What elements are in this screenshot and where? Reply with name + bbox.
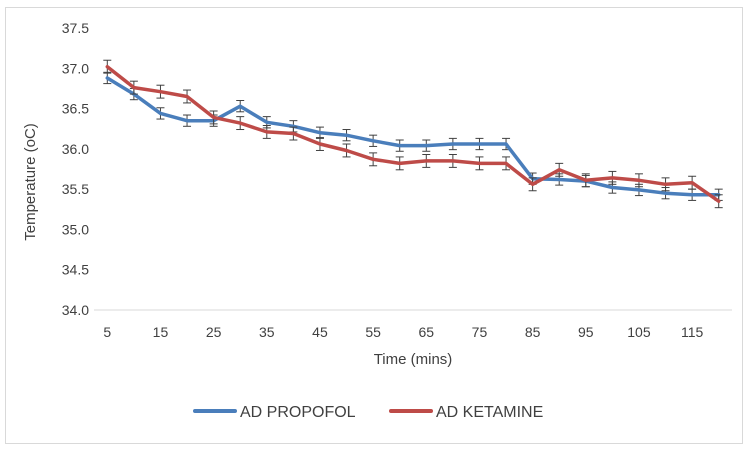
x-tick-label: 85 (525, 324, 541, 340)
legend-label: AD KETAMINE (436, 404, 543, 421)
x-tick-label: 105 (627, 324, 651, 340)
y-tick-label: 36.0 (62, 141, 89, 157)
data-point (345, 149, 348, 152)
data-point (239, 104, 242, 108)
data-point (265, 130, 268, 134)
series-line (105, 76, 721, 197)
x-axis-title: Time (mins) (374, 351, 453, 368)
y-tick-label: 34.0 (62, 302, 89, 318)
data-point (558, 178, 561, 181)
legend-item: AD PROPOFOL (193, 404, 356, 421)
series-2 (103, 59, 723, 209)
data-point (478, 142, 481, 146)
data-point (451, 159, 455, 163)
x-tick-label: 65 (419, 324, 435, 340)
data-point (451, 142, 455, 146)
data-point (185, 119, 189, 122)
data-point (425, 144, 428, 147)
data-point (318, 131, 322, 134)
data-point (504, 162, 508, 165)
data-point (611, 186, 614, 189)
legend: AD PROPOFOL AD KETAMINE (193, 404, 543, 421)
y-tick-label: 34.5 (62, 262, 89, 278)
data-point (504, 142, 508, 146)
x-tick-label: 5 (103, 324, 111, 340)
x-tick-label: 25 (206, 324, 222, 340)
data-point (717, 200, 720, 203)
legend-label: AD PROPOFOL (240, 404, 356, 421)
y-axis-tick-labels: 34.0 34.5 35.0 35.5 36.0 36.5 37.0 37.5 (62, 20, 89, 318)
data-point (690, 181, 694, 184)
data-point (425, 159, 428, 163)
data-point (664, 191, 667, 195)
data-point (558, 168, 561, 172)
series-line (105, 64, 721, 203)
x-tick-label: 35 (259, 324, 275, 340)
x-axis-tick-labels: 5 15 25 35 45 55 65 75 85 95 105 115 (103, 324, 703, 340)
data-point (132, 86, 136, 89)
data-point (664, 183, 667, 186)
x-tick-label: 95 (578, 324, 594, 340)
legend-item: AD KETAMINE (389, 404, 543, 421)
data-point (318, 142, 322, 146)
data-point (159, 112, 162, 115)
data-point (265, 121, 268, 124)
y-tick-label: 36.5 (62, 101, 89, 117)
data-point (637, 188, 641, 192)
data-point (584, 179, 587, 182)
x-tick-label: 15 (153, 324, 169, 340)
data-point (371, 158, 375, 161)
y-tick-label: 37.0 (62, 60, 89, 76)
y-tick-label: 37.5 (62, 20, 89, 36)
x-tick-label: 55 (365, 324, 381, 340)
x-tick-label: 45 (312, 324, 328, 340)
plot-area (103, 59, 723, 209)
data-point (106, 65, 109, 68)
y-tick-label: 35.0 (62, 221, 89, 237)
x-tick-label: 115 (681, 324, 704, 340)
data-point (212, 116, 215, 119)
data-point (611, 176, 614, 180)
data-point (159, 90, 162, 93)
data-point (398, 144, 401, 147)
data-point (637, 179, 641, 182)
chart-frame (5, 7, 743, 444)
data-point (371, 139, 375, 142)
data-point (106, 76, 109, 80)
data-point (690, 193, 694, 196)
data-point (292, 132, 295, 135)
data-point (239, 121, 242, 125)
data-point (345, 133, 348, 137)
y-axis-title: Temperature (oC) (22, 123, 39, 241)
x-tick-label: 75 (472, 324, 488, 340)
data-point (531, 183, 534, 186)
data-point (478, 162, 481, 165)
data-point (398, 162, 401, 165)
y-tick-label: 35.5 (62, 181, 89, 197)
data-point (185, 95, 189, 98)
